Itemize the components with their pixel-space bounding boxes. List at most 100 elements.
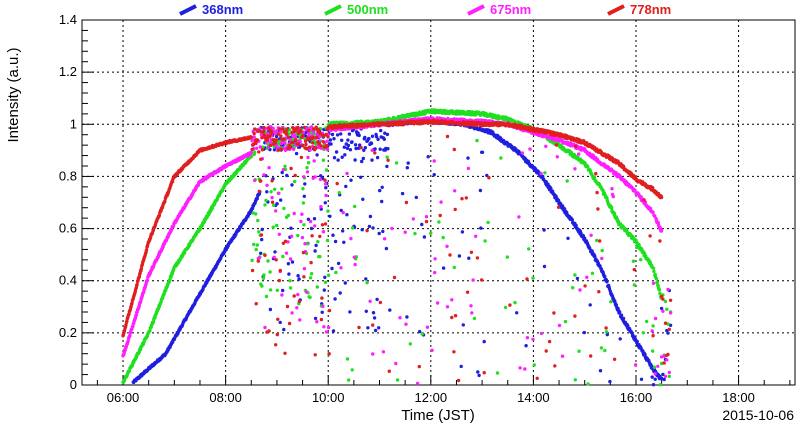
data-point xyxy=(126,339,130,343)
data-point xyxy=(378,188,382,193)
data-point xyxy=(283,164,287,168)
data-point xyxy=(505,255,509,259)
data-point xyxy=(303,182,307,186)
data-point xyxy=(318,254,322,259)
data-point xyxy=(535,376,539,380)
data-point xyxy=(123,348,127,352)
data-point xyxy=(659,361,664,366)
data-point xyxy=(267,166,271,170)
x-tick-label: 14:00 xyxy=(517,390,550,405)
data-point xyxy=(589,233,593,237)
data-point xyxy=(595,238,599,243)
data-point xyxy=(552,311,556,315)
data-point xyxy=(269,190,273,194)
data-point xyxy=(592,175,597,179)
data-point xyxy=(339,132,343,136)
data-point xyxy=(296,125,300,130)
data-point xyxy=(339,266,343,270)
data-point xyxy=(609,300,613,304)
x-tick-label: 18:00 xyxy=(722,390,755,405)
data-point xyxy=(283,141,287,145)
data-point xyxy=(659,376,664,380)
data-point xyxy=(353,158,357,162)
data-point xyxy=(284,132,289,136)
data-point xyxy=(308,276,313,280)
data-point xyxy=(585,275,589,279)
data-point xyxy=(198,227,202,232)
data-point xyxy=(618,337,622,341)
data-point xyxy=(594,171,598,176)
data-point xyxy=(253,178,257,183)
data-point xyxy=(477,373,481,378)
data-point xyxy=(300,143,305,148)
data-point xyxy=(288,286,293,290)
data-point xyxy=(252,131,256,136)
data-point xyxy=(469,304,473,308)
data-point xyxy=(556,205,561,209)
data-point xyxy=(330,132,335,137)
data-point xyxy=(549,187,553,191)
data-point xyxy=(380,185,384,189)
data-point xyxy=(330,266,334,271)
data-point xyxy=(469,250,474,254)
data-point xyxy=(269,132,273,136)
data-point xyxy=(610,187,614,191)
data-point xyxy=(448,253,452,257)
data-point xyxy=(153,315,157,320)
data-point xyxy=(457,254,462,258)
data-point xyxy=(256,259,260,263)
data-point xyxy=(323,222,328,226)
data-point xyxy=(323,280,328,284)
data-point xyxy=(316,240,320,244)
data-point xyxy=(260,284,264,288)
data-point xyxy=(272,148,277,152)
data-point xyxy=(171,224,176,228)
data-point xyxy=(453,189,457,193)
data-point xyxy=(340,138,344,142)
data-point xyxy=(324,186,328,190)
data-point xyxy=(275,138,279,142)
data-point xyxy=(288,279,292,283)
data-point xyxy=(255,196,259,201)
data-point xyxy=(326,325,331,330)
data-point xyxy=(439,200,443,204)
data-point xyxy=(577,349,581,353)
data-point xyxy=(262,173,266,177)
data-point xyxy=(327,308,332,313)
data-point xyxy=(593,254,597,259)
data-point xyxy=(319,317,324,322)
data-point xyxy=(283,239,288,243)
data-point xyxy=(278,127,282,131)
data-point xyxy=(595,190,599,195)
data-point xyxy=(358,143,362,147)
data-point xyxy=(322,288,326,292)
data-point xyxy=(386,147,390,151)
data-point xyxy=(573,378,577,382)
data-point xyxy=(302,267,307,271)
data-point xyxy=(315,285,319,289)
data-point xyxy=(279,198,283,202)
data-point xyxy=(325,139,329,143)
data-point xyxy=(662,377,666,382)
data-point xyxy=(475,256,480,260)
data-point xyxy=(523,367,527,371)
data-point xyxy=(322,325,326,329)
data-point xyxy=(341,210,345,215)
data-point xyxy=(250,268,255,273)
data-point xyxy=(376,137,380,142)
data-point xyxy=(655,280,660,284)
data-point xyxy=(345,213,349,217)
data-point xyxy=(321,158,326,162)
data-point xyxy=(276,132,280,136)
data-point xyxy=(151,320,156,324)
data-point xyxy=(283,351,287,355)
data-point xyxy=(287,132,291,136)
data-point xyxy=(308,219,313,224)
data-point xyxy=(294,138,298,142)
data-point xyxy=(303,242,307,246)
data-point xyxy=(452,350,456,354)
data-point xyxy=(323,275,327,279)
data-point xyxy=(367,224,372,229)
data-point xyxy=(343,153,347,157)
data-point xyxy=(445,305,450,309)
